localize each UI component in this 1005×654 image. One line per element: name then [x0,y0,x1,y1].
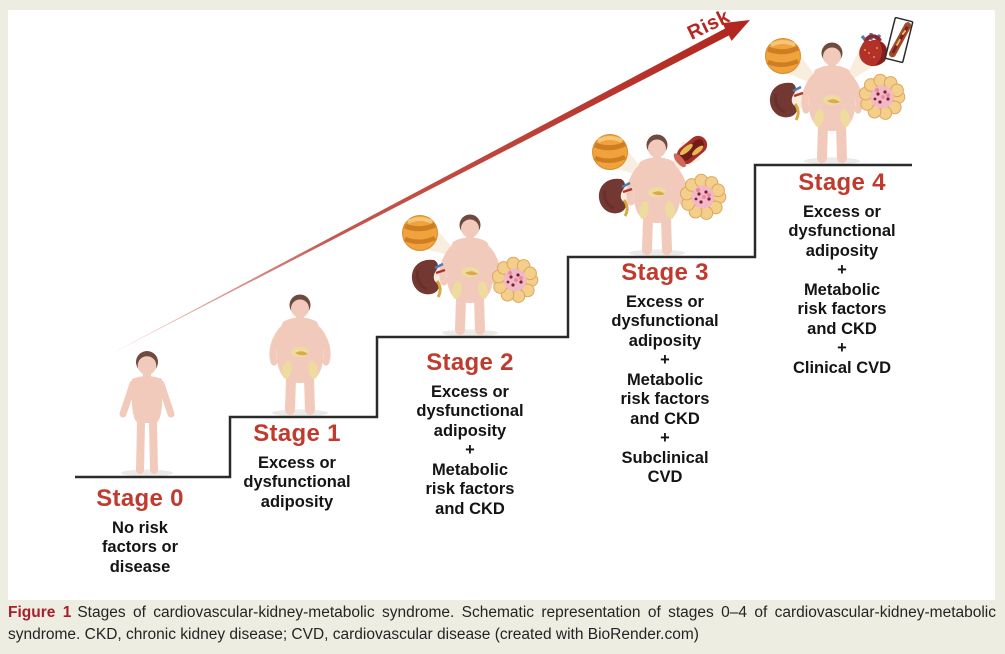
stage-block-4: Stage 4 Excess or dysfunctional adiposit… [764,169,920,378]
figure-caption-label: Figure 1 [8,604,72,621]
figure-caption: Figure 1 Stages of cardiovascular-kidney-… [8,602,996,645]
framed-artery-icon [885,17,913,62]
figure-caption-text: Stages of cardiovascular-kidney-metaboli… [8,604,996,643]
stage-block-1: Stage 1 Excess or dysfunctional adiposit… [219,420,375,512]
stage-block-0: Stage 0 No risk factors or disease [62,485,218,577]
adipocytes-icon [858,73,906,120]
person-stage3 [629,135,685,257]
adipocytes-icon [679,173,727,220]
adipose-tissue-icon [403,216,438,251]
stage-label: Stage 4 [798,169,886,196]
adipose-tissue-icon [766,39,801,74]
stage-description: Excess or dysfunctional adiposity [243,454,351,511]
stage-label: Stage 3 [621,259,709,286]
stage-block-3: Stage 3 Excess or dysfunctional adiposit… [587,259,743,488]
stage-block-2: Stage 2 Excess or dysfunctional adiposit… [392,349,548,519]
stage-description: Excess or dysfunctional adiposity + Meta… [788,203,896,377]
stage-description: Excess or dysfunctional adiposity + Meta… [611,293,719,487]
stage-description: No risk factors or disease [101,519,179,576]
staircase-steps [75,163,912,479]
adipocytes-icon [491,256,539,303]
person-stage1 [272,295,328,417]
stage-label: Stage 0 [96,485,184,512]
person-stage4 [804,43,860,165]
risk-arrow [103,20,750,358]
stage-label: Stage 1 [253,420,341,447]
stage-description: Excess or dysfunctional adiposity + Meta… [416,383,524,518]
adipose-tissue-icon [593,135,628,170]
person-stage2 [442,215,498,337]
heart-icon [857,31,890,69]
stage-label: Stage 2 [426,349,514,376]
person-stage0 [121,351,173,477]
